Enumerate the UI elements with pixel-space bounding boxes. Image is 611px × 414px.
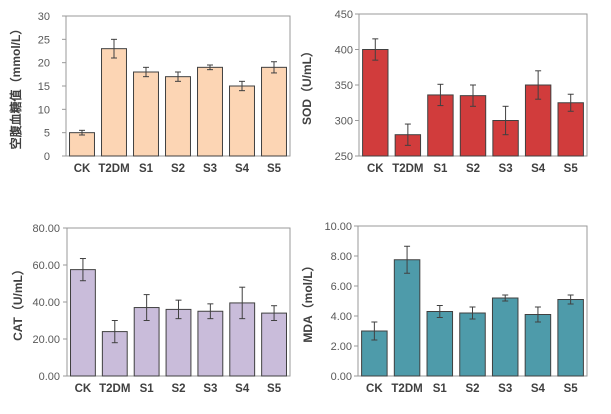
bar <box>197 310 224 377</box>
x-tick-label: S3 <box>203 163 217 175</box>
y-tick-label: 4.00 <box>331 311 352 323</box>
x-tick-label: S2 <box>171 163 185 175</box>
x-tick-label: CK <box>367 163 384 175</box>
bar <box>69 132 95 157</box>
y-tick-label: 30 <box>38 11 50 23</box>
bar <box>362 49 389 157</box>
x-tick-label: T2DM <box>391 383 422 395</box>
chart-panel-4: 0.00 2.00 4.00 6.00 8.00 10.00 MDA（mol/L） CK T2D… <box>300 221 588 395</box>
x-tick-label: S1 <box>139 163 154 175</box>
y-tick-label: 350 <box>335 80 353 92</box>
bar <box>459 95 487 157</box>
y-tick-label: 40.00 <box>32 297 60 309</box>
y-tick-label: 10 <box>38 104 50 116</box>
y-axis-label: CAT（U/mL） <box>10 263 25 341</box>
x-tick-label: T2DM <box>99 383 130 395</box>
chart-panel-3: 0.00 20.00 40.00 60.00 80.00 CAT（U/mL） CK T2DM S… <box>10 223 291 395</box>
bar <box>165 76 191 157</box>
bar <box>261 312 287 377</box>
y-tick-label: 15 <box>38 81 50 93</box>
x-tick-label: S3 <box>203 383 217 395</box>
y-tick-label: 8.00 <box>331 251 352 263</box>
bar <box>524 314 552 377</box>
bar <box>70 269 96 377</box>
y-tick-label: 5 <box>44 128 50 140</box>
bar <box>491 297 519 377</box>
x-tick-label: S1 <box>140 383 155 395</box>
y-tick-label: 400 <box>335 45 353 57</box>
y-tick-label: 450 <box>335 9 353 21</box>
y-tick-label: 250 <box>335 151 353 163</box>
x-tick-label: S2 <box>465 383 479 395</box>
bar <box>133 71 159 157</box>
y-tick-label: 300 <box>335 116 353 128</box>
y-tick-label: 0.00 <box>331 371 352 383</box>
x-tick-label: S1 <box>433 163 448 175</box>
x-tick-label: S4 <box>531 383 546 395</box>
y-axis-label: MDA（mol/L） <box>300 259 315 342</box>
bar <box>261 66 287 157</box>
chart-panel-1: 0 5 10 15 20 25 30 空腹血糖值（mmol/L） CK T2DM S1 S2 S3 S4 S… <box>8 11 291 175</box>
bar <box>426 311 454 377</box>
x-tick-label: S4 <box>235 163 250 175</box>
y-tick-label: 60.00 <box>32 260 60 272</box>
x-tick-label: CK <box>74 163 91 175</box>
y-tick-label: 2.00 <box>331 341 352 353</box>
bar <box>459 312 486 377</box>
bar <box>101 48 127 157</box>
x-tick-label: S1 <box>433 383 448 395</box>
y-tick-label: 20.00 <box>32 334 60 346</box>
y-tick-label: 10.00 <box>324 221 352 233</box>
x-tick-label: CK <box>366 383 383 395</box>
y-axis-label: 空腹血糖值（mmol/L） <box>8 23 23 150</box>
x-tick-label: S5 <box>564 383 579 395</box>
bar <box>165 308 192 377</box>
x-tick-label: T2DM <box>98 163 129 175</box>
y-axis-label: SOD（U/mL） <box>299 45 314 125</box>
y-tick-label: 0 <box>44 151 50 163</box>
x-tick-label: S3 <box>498 383 512 395</box>
x-tick-label: S2 <box>466 163 480 175</box>
bar <box>557 299 584 377</box>
x-tick-label: S3 <box>499 163 513 175</box>
x-tick-label: S5 <box>267 383 282 395</box>
bar <box>229 85 255 157</box>
x-tick-label: S5 <box>564 163 579 175</box>
x-tick-label: S4 <box>235 383 250 395</box>
bar <box>197 66 223 157</box>
y-tick-label: 20 <box>38 58 50 70</box>
y-tick-label: 0.00 <box>39 371 60 383</box>
y-tick-label: 6.00 <box>331 281 352 293</box>
bar <box>393 259 421 377</box>
x-tick-label: CK <box>75 383 92 395</box>
x-tick-label: S2 <box>171 383 185 395</box>
chart-panel-2: 250 300 350 400 450 SOD（U/mL） CK T2DM S1 S2 S3 S4 S5 <box>299 9 588 175</box>
x-tick-label: S5 <box>267 163 282 175</box>
y-tick-label: 80.00 <box>32 223 60 235</box>
x-tick-label: T2DM <box>392 163 423 175</box>
x-tick-label: S4 <box>531 163 546 175</box>
y-tick-label: 25 <box>38 34 50 46</box>
